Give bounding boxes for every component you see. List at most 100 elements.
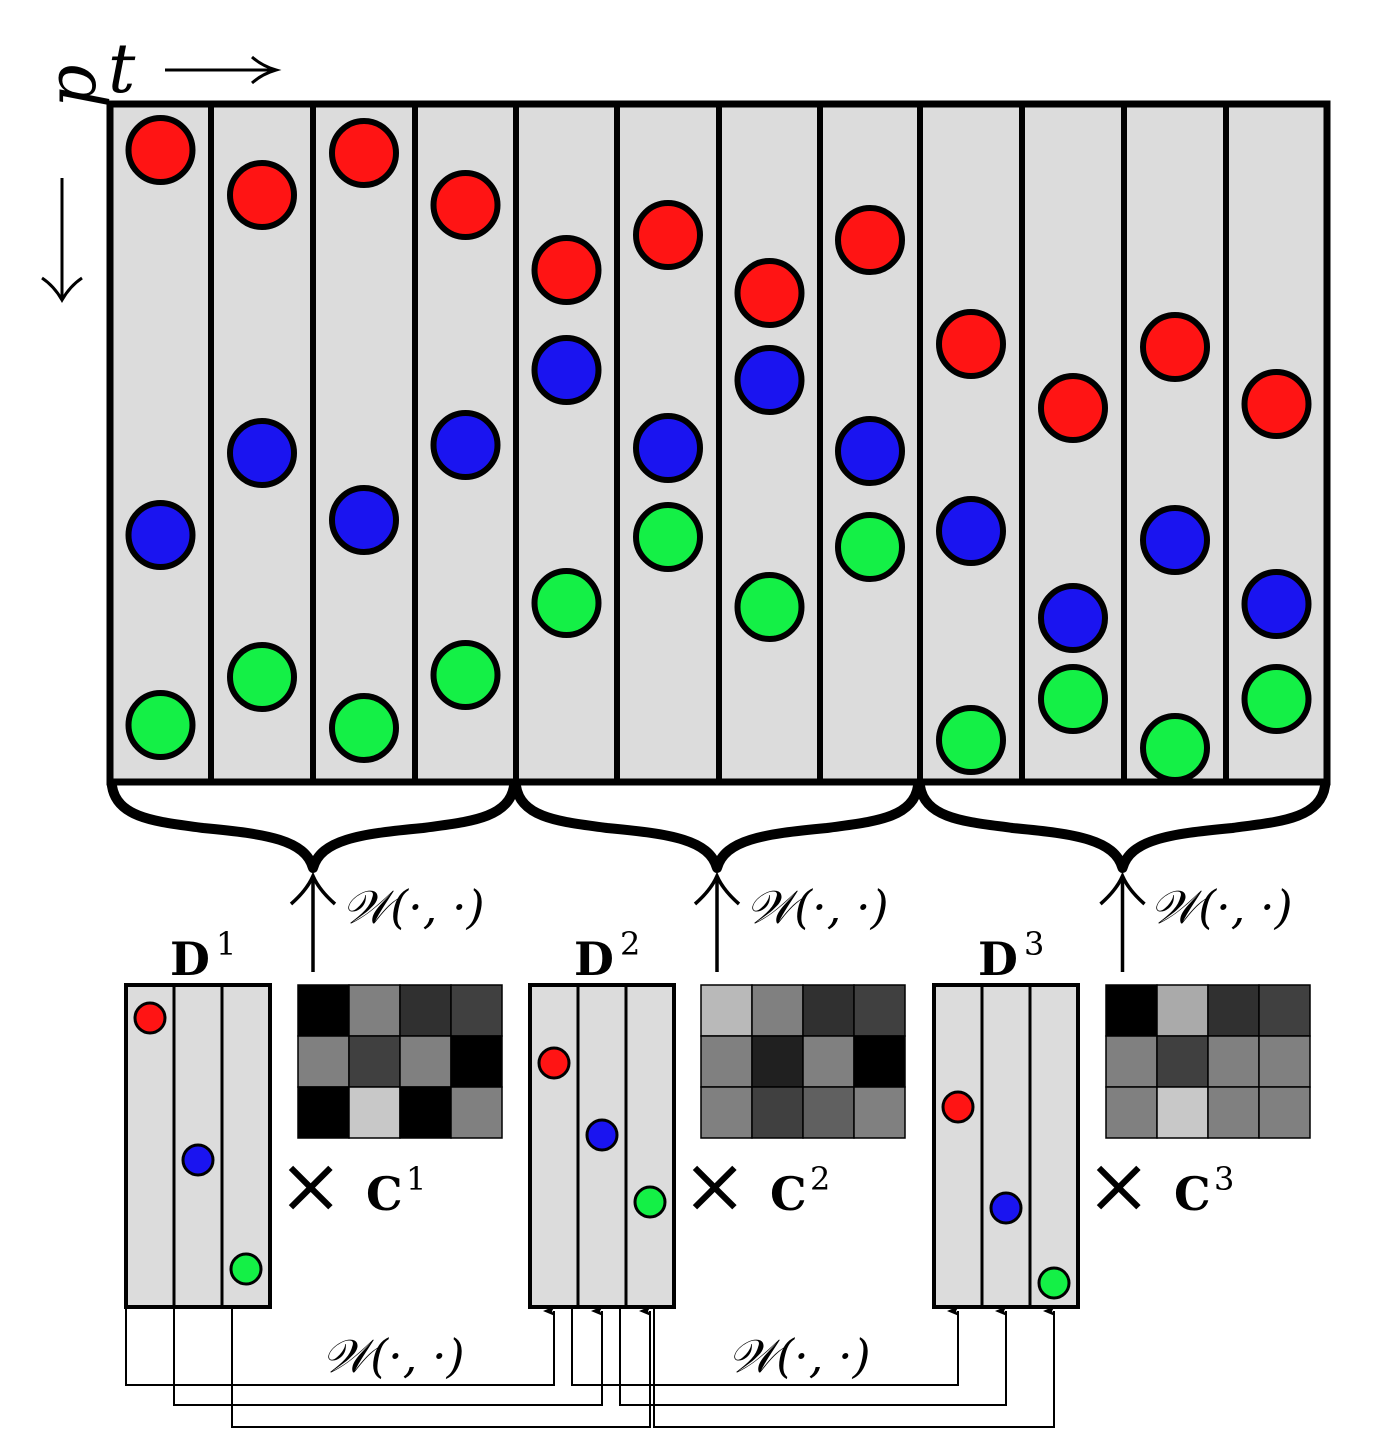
operator-label-transport-1: 𝒲(·, ·)	[322, 1329, 465, 1383]
dictionary-index-1: 1	[216, 925, 236, 963]
coefficient-cell	[853, 1086, 906, 1139]
blue-dot	[734, 345, 805, 415]
signal-column	[719, 104, 820, 782]
green-dot	[734, 572, 805, 642]
red-dot	[125, 115, 196, 185]
dictionary-title-3: D	[978, 932, 1018, 986]
coefficient-title-3: C	[1174, 1167, 1211, 1221]
signal-column	[1124, 104, 1226, 782]
signal-panel	[106, 100, 1331, 786]
red-dot	[734, 258, 805, 328]
red-dot	[1038, 373, 1108, 443]
coefficient-cell	[751, 1086, 804, 1139]
green-dot	[125, 690, 196, 760]
transport-connector	[125, 1306, 555, 1386]
dictionary-red-dot	[941, 1090, 975, 1124]
coefficient-title-2: C	[770, 1167, 807, 1221]
coefficient-cell	[297, 984, 350, 1037]
coefficient-cell	[853, 1035, 906, 1088]
coefficient-cell	[297, 1086, 350, 1139]
red-dot	[430, 170, 501, 240]
times-symbol-3: ×	[1086, 1141, 1151, 1231]
coefficient-cell	[1105, 984, 1158, 1037]
red-dot	[329, 118, 399, 188]
coefficient-cell	[450, 984, 503, 1037]
red-dot	[1241, 369, 1312, 439]
transport-connector	[571, 1306, 959, 1386]
coefficient-cell	[802, 1086, 855, 1139]
green-dot	[531, 568, 602, 638]
coefficient-cell	[1105, 1035, 1158, 1088]
coefficient-cell	[1156, 1035, 1209, 1088]
coefficient-cell	[1258, 1035, 1311, 1088]
dictionary-green-dot	[229, 1252, 263, 1286]
transport-connector	[619, 1306, 1007, 1406]
signal-column	[313, 104, 415, 782]
coefficient-cell	[297, 1035, 350, 1088]
coefficient-cell	[348, 1086, 401, 1139]
coefficient-cell	[802, 984, 855, 1037]
dictionary-red-dot	[537, 1046, 571, 1080]
operator-label-segment-3: 𝒲(·, ·)	[1150, 880, 1293, 934]
blue-dot	[329, 485, 399, 555]
green-dot	[1241, 664, 1312, 734]
coefficient-cell	[1207, 1086, 1260, 1139]
red-dot	[936, 309, 1006, 379]
coefficient-index-1: 1	[406, 1160, 426, 1198]
segment-brace-2	[511, 781, 923, 873]
coefficient-cell	[399, 1086, 452, 1139]
coefficient-index-3: 3	[1214, 1160, 1234, 1198]
blue-dot	[835, 416, 905, 486]
blue-dot	[125, 500, 196, 570]
dictionary-blue-dot	[181, 1143, 215, 1177]
red-dot	[1140, 312, 1210, 382]
coefficient-index-2: 2	[810, 1160, 830, 1198]
transport-connector	[653, 1306, 1055, 1428]
operator-arrow-head-3	[1099, 871, 1146, 906]
dictionary-blocks	[124, 983, 1311, 1309]
red-dot	[835, 205, 905, 275]
operator-arrow-head-2	[693, 871, 741, 906]
segment-brace-1	[107, 781, 519, 873]
coefficient-cell	[751, 984, 804, 1037]
green-dot	[329, 693, 399, 763]
green-dot	[1140, 713, 1210, 783]
dictionary-index-2: 2	[620, 925, 640, 963]
blue-dot	[936, 496, 1006, 566]
coefficient-cell	[399, 1035, 452, 1088]
dictionary-red-dot	[133, 1001, 167, 1035]
transport-connectors	[125, 1306, 1055, 1428]
coefficient-cell	[700, 1086, 753, 1139]
blue-dot	[1140, 505, 1210, 575]
coefficient-cell	[1207, 984, 1260, 1037]
position-axis-label: p	[33, 64, 112, 108]
coefficient-cell	[348, 1035, 401, 1088]
coefficient-cell	[348, 984, 401, 1037]
blue-dot	[633, 413, 703, 483]
coefficient-title-1: C	[366, 1167, 403, 1221]
coefficient-cell	[1258, 984, 1311, 1037]
segment-braces	[107, 781, 1330, 972]
position-arrow-head	[41, 276, 83, 304]
time-axis: t	[108, 30, 282, 109]
red-dot	[227, 160, 297, 230]
coefficient-cell	[802, 1035, 855, 1088]
position-axis: p	[33, 64, 112, 304]
signal-column	[110, 104, 211, 782]
operator-label-transport-2: 𝒲(·, ·)	[728, 1329, 871, 1383]
coefficient-cell	[1258, 1086, 1311, 1139]
dictionary-title-2: D	[574, 932, 614, 986]
blue-dot	[1241, 569, 1312, 639]
green-dot	[835, 512, 905, 582]
red-dot	[633, 200, 703, 270]
blue-dot	[430, 410, 501, 480]
dictionary-green-dot	[1037, 1266, 1071, 1300]
dictionary-blue-dot	[989, 1191, 1023, 1225]
green-dot	[1038, 664, 1108, 734]
times-symbol-1: ×	[278, 1141, 343, 1231]
red-dot	[531, 235, 602, 305]
coefficient-cell	[853, 984, 906, 1037]
operator-label-segment-1: 𝒲(·, ·)	[342, 880, 485, 934]
